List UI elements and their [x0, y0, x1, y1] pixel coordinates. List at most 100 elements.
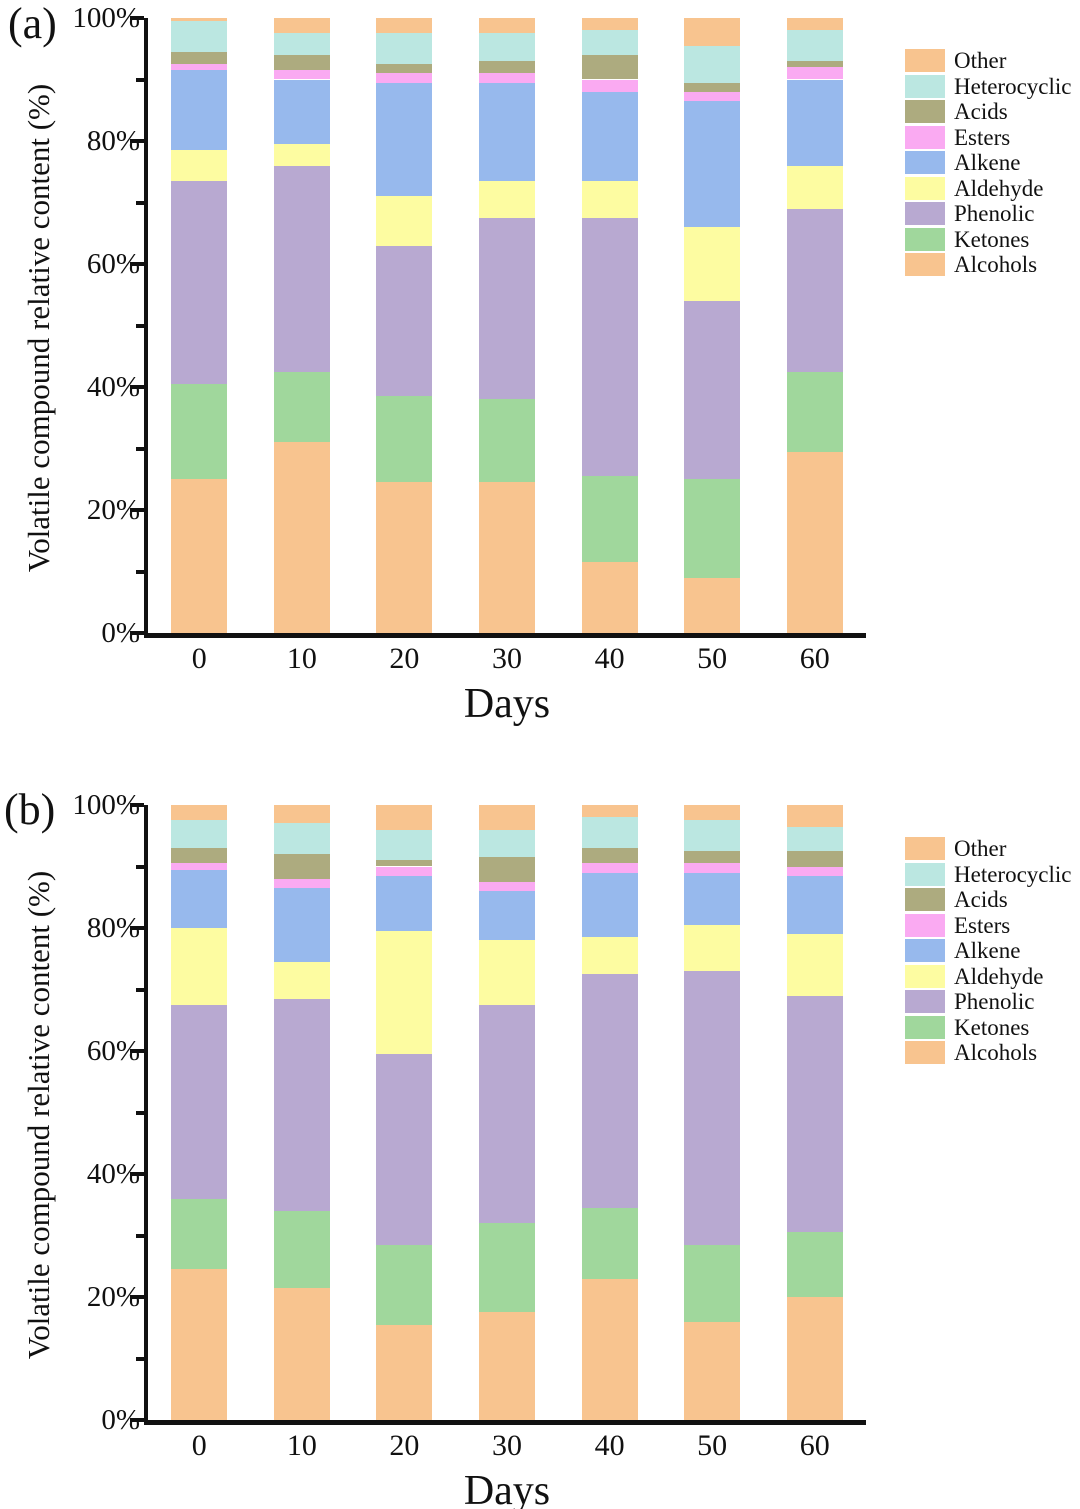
bar-segment-phenolic-day-50-b	[684, 971, 741, 1245]
x-tick-label-0-a: 0	[191, 642, 207, 675]
bar-segment-acids-day-30-a	[479, 61, 535, 74]
stacked-bar-day-10-b	[273, 805, 330, 1420]
bar-segment-other-day-20-a	[376, 18, 433, 34]
bar-segment-ketones-day-10-b	[273, 1210, 330, 1288]
y-tick-label-0-a: 0%	[101, 617, 140, 649]
bar-segment-heterocyclic-day-60-b	[786, 826, 843, 852]
bar-segment-aldehyde-day-50-a	[684, 227, 741, 301]
stacked-bar-day-30-b	[479, 805, 535, 1420]
bar-segment-phenolic-day-30-b	[479, 1004, 535, 1224]
panel-b-x-axis-line	[144, 1420, 866, 1425]
bar-segment-aldehyde-day-40-b	[581, 937, 638, 975]
x-tick-label-50-b: 50	[697, 1429, 728, 1462]
legend-label-other-b: Other	[954, 836, 1007, 862]
stacked-bar-day-60-a	[786, 18, 843, 633]
bar-segment-alcohols-day-0-b	[171, 1269, 228, 1420]
bar-segment-acids-day-60-a	[786, 61, 843, 68]
y-tick-50-b	[136, 1110, 144, 1115]
bar-segment-aldehyde-day-50-b	[684, 924, 741, 972]
legend-row-acids-b: Acids	[905, 887, 1080, 913]
legend-label-acids-a: Acids	[954, 99, 1008, 125]
bar-segment-heterocyclic-day-40-b	[581, 817, 638, 849]
legend-label-phenolic-b: Phenolic	[954, 989, 1035, 1015]
bar-segment-heterocyclic-day-20-b	[376, 829, 433, 861]
bar-segment-other-day-30-a	[479, 18, 535, 34]
bar-segment-acids-day-0-b	[171, 848, 228, 864]
y-tick-80-b	[130, 926, 144, 930]
y-tick-label-40-b: 40%	[86, 1158, 140, 1190]
bar-segment-esters-day-10-a	[273, 70, 330, 80]
legend-swatch-esters-a	[905, 125, 945, 149]
y-tick-10-a	[136, 569, 144, 574]
y-tick-label-40-a: 40%	[86, 371, 140, 403]
bar-segment-ketones-day-50-a	[684, 479, 741, 578]
stacked-bar-day-50-b	[684, 805, 741, 1420]
bar-segment-alkene-day-30-b	[479, 891, 535, 941]
y-tick-100-b	[130, 803, 144, 807]
bar-segment-alkene-day-50-a	[684, 101, 741, 228]
panel-a-y-axis-line	[144, 18, 148, 638]
legend-swatch-alcohols-b	[905, 1041, 945, 1065]
bar-segment-phenolic-day-0-b	[171, 1004, 228, 1199]
bar-segment-alkene-day-50-b	[684, 872, 741, 925]
bar-segment-acids-day-60-b	[786, 851, 843, 867]
y-tick-label-100-a: 100%	[72, 2, 140, 34]
bar-segment-phenolic-day-20-a	[376, 245, 433, 397]
bar-segment-heterocyclic-day-10-a	[273, 33, 330, 55]
bar-segment-other-day-0-a	[171, 18, 228, 22]
bar-segment-esters-day-30-a	[479, 73, 535, 83]
legend-label-ketones-a: Ketones	[954, 226, 1030, 252]
y-tick-30-a	[136, 446, 144, 451]
legend-swatch-aldehyde-a	[905, 176, 945, 200]
bar-segment-alcohols-day-50-a	[684, 577, 741, 633]
legend-swatch-esters-b	[905, 913, 945, 937]
legend-row-aldehyde-a: Aldehyde	[905, 176, 1080, 202]
x-tick-label-10-a: 10	[286, 642, 317, 675]
bar-segment-alcohols-day-40-a	[581, 562, 638, 633]
stacked-bar-day-40-b	[581, 805, 638, 1420]
bar-segment-esters-day-40-a	[581, 79, 638, 92]
bar-segment-alcohols-day-30-a	[479, 482, 535, 633]
legend-label-aldehyde-a: Aldehyde	[954, 175, 1044, 201]
bar-segment-aldehyde-day-0-b	[171, 928, 228, 1005]
x-tick-label-60-a: 60	[799, 642, 830, 675]
bar-segment-aldehyde-day-60-a	[786, 165, 843, 209]
bar-segment-ketones-day-60-a	[786, 371, 843, 452]
bar-segment-phenolic-day-20-b	[376, 1054, 433, 1245]
stacked-bar-day-0-a	[171, 18, 228, 633]
bar-segment-phenolic-day-0-a	[171, 180, 228, 384]
x-tick-label-20-a: 20	[389, 642, 420, 675]
bar-segment-phenolic-day-10-b	[273, 998, 330, 1211]
y-tick-label-80-a: 80%	[86, 125, 140, 157]
bar-segment-esters-day-0-a	[171, 64, 228, 71]
bar-segment-acids-day-20-a	[376, 64, 433, 74]
bar-segment-phenolic-day-10-a	[273, 165, 330, 372]
x-tick-label-0-b: 0	[191, 1429, 207, 1462]
legend-label-phenolic-a: Phenolic	[954, 201, 1035, 227]
bar-segment-alkene-day-30-a	[479, 82, 535, 181]
bar-segment-phenolic-day-50-a	[684, 300, 741, 480]
legend-swatch-alkene-b	[905, 939, 945, 963]
legend-swatch-other-b	[905, 837, 945, 861]
bar-segment-alkene-day-60-a	[786, 79, 843, 166]
panel-a-x-axis-title: Days	[463, 681, 551, 727]
stacked-bar-day-40-a	[581, 18, 638, 633]
bar-segment-phenolic-day-40-a	[581, 217, 638, 477]
bar-segment-ketones-day-40-b	[581, 1207, 638, 1279]
y-tick-30-b	[136, 1233, 144, 1238]
legend-row-acids-a: Acids	[905, 99, 1080, 125]
y-tick-20-a	[130, 508, 144, 512]
legend-row-aldehyde-b: Aldehyde	[905, 964, 1080, 990]
bar-segment-heterocyclic-day-20-a	[376, 33, 433, 65]
bar-segment-other-day-0-b	[171, 805, 228, 821]
bar-segment-esters-day-50-a	[684, 91, 741, 102]
stacked-bar-day-20-a	[376, 18, 433, 633]
bar-segment-phenolic-day-40-b	[581, 974, 638, 1208]
y-tick-label-20-a: 20%	[86, 494, 140, 526]
bar-segment-aldehyde-day-30-a	[479, 180, 535, 218]
panel-b-plot-area: Days 0% 20% 40% 60% 80% 100% 0 10 20 30 40 50 60	[72, 791, 866, 1509]
bar-segment-aldehyde-day-10-b	[273, 961, 330, 999]
bar-segment-aldehyde-day-10-a	[273, 144, 330, 166]
bar-segment-ketones-day-0-a	[171, 383, 228, 480]
